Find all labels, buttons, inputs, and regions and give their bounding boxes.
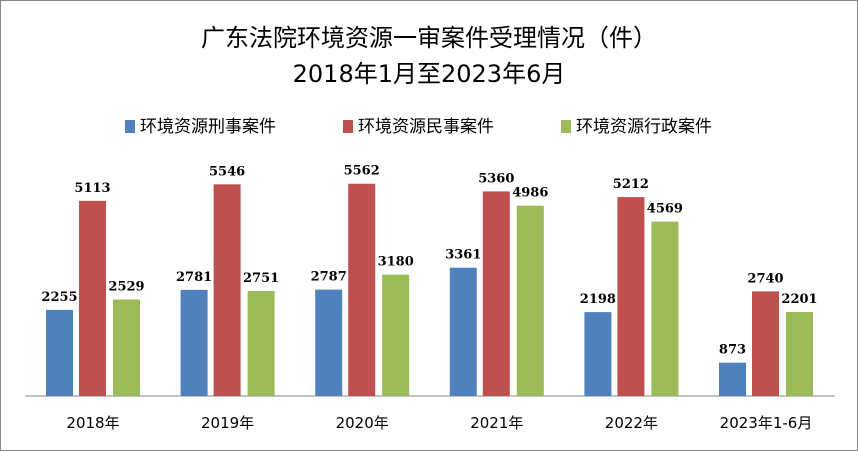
data-label: 5212 — [613, 177, 649, 192]
x-tick-label: 2019年 — [201, 414, 254, 432]
legend-label: 环境资源民事案件 — [358, 117, 494, 137]
bar — [617, 197, 645, 396]
bar — [382, 274, 410, 396]
data-label: 5360 — [478, 171, 514, 186]
data-label: 5562 — [344, 164, 380, 179]
data-label: 2198 — [580, 292, 616, 307]
bar — [786, 311, 813, 396]
bar — [449, 267, 477, 396]
bar — [213, 184, 241, 396]
bar — [651, 221, 679, 396]
legend-swatch — [125, 120, 135, 133]
bar — [46, 309, 73, 396]
legend-label: 环境资源刑事案件 — [140, 117, 276, 137]
data-label: 3361 — [445, 248, 481, 263]
data-label: 2201 — [781, 292, 817, 307]
bar — [113, 299, 140, 396]
bar — [348, 183, 376, 396]
bar — [247, 291, 275, 396]
data-label: 873 — [719, 343, 746, 358]
legend-label: 环境资源行政案件 — [576, 117, 712, 137]
data-label: 2740 — [747, 271, 783, 286]
bar — [584, 312, 612, 396]
x-tick-label: 2022年 — [605, 414, 658, 432]
data-label: 2781 — [176, 270, 212, 285]
data-label: 5113 — [74, 181, 110, 196]
bar — [315, 289, 343, 396]
data-label: 2255 — [41, 290, 77, 305]
bar — [719, 362, 746, 396]
data-label: 4986 — [512, 186, 548, 201]
data-label: 5546 — [209, 164, 245, 179]
bar — [180, 289, 208, 396]
legend-swatch — [561, 120, 571, 133]
data-label: 3180 — [378, 255, 414, 270]
data-label: 4569 — [647, 202, 683, 217]
x-tick-label: 2020年 — [336, 414, 389, 432]
bar — [482, 191, 510, 396]
data-label: 2751 — [243, 271, 279, 286]
data-label: 2529 — [108, 279, 144, 294]
legend-swatch — [343, 120, 353, 133]
x-tick-label: 2023年1-6月 — [720, 414, 813, 432]
chart-subtitle: 2018年1月至2023年6月 — [293, 60, 566, 88]
bar — [79, 200, 106, 396]
data-label: 2787 — [311, 270, 347, 285]
chart-title: 广东法院环境资源一审案件受理情况（件） — [201, 24, 657, 52]
x-tick-label: 2021年 — [470, 414, 523, 432]
bar — [516, 205, 544, 396]
x-tick-label: 2018年 — [66, 414, 119, 432]
bar — [752, 291, 779, 396]
